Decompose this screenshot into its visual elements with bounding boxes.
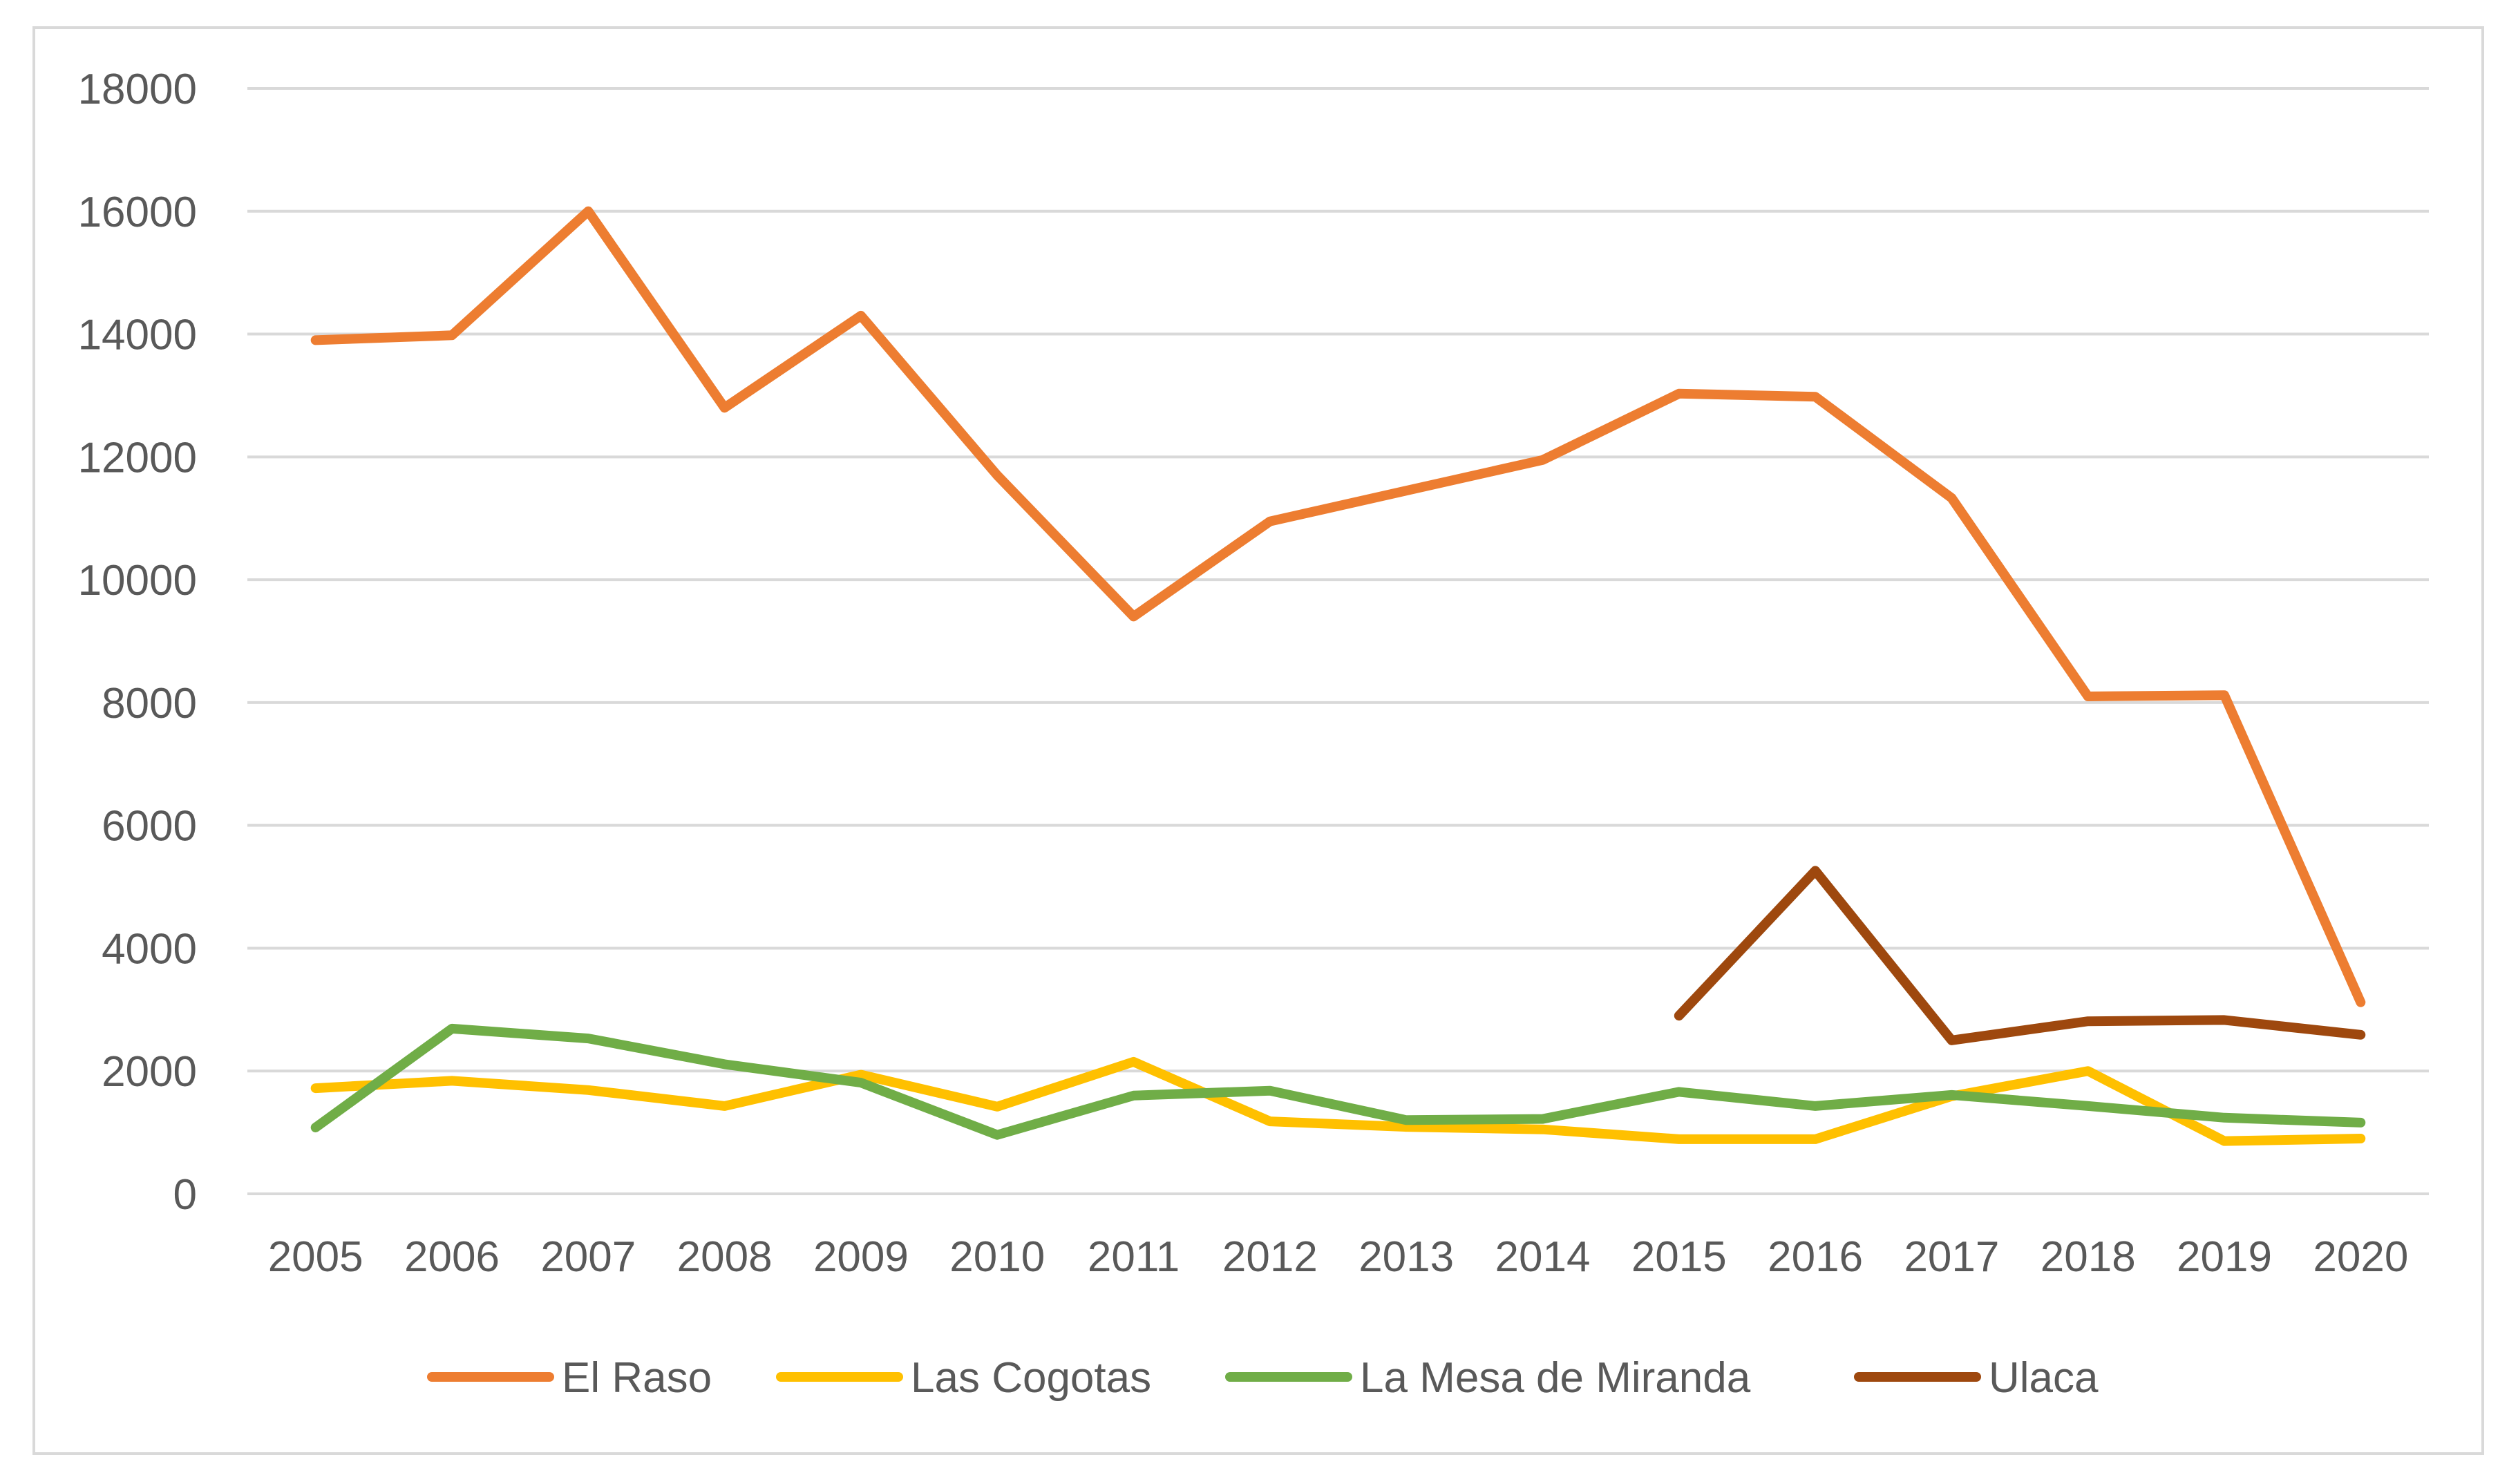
legend-label-la-mesa-de-miranda: La Mesa de Miranda — [1360, 1354, 1751, 1402]
y-tick-label: 4000 — [102, 925, 197, 973]
x-tick-label: 2015 — [1631, 1233, 1727, 1281]
series-line-las-cogotas — [310, 1056, 2366, 1146]
x-tick-label: 2018 — [2041, 1233, 2136, 1281]
legend-label-el-raso: El Raso — [562, 1354, 712, 1402]
x-tick-label: 2005 — [268, 1233, 363, 1281]
x-tick-label: 2017 — [1904, 1233, 1999, 1281]
x-tick-label: 2010 — [949, 1233, 1045, 1281]
series-line-ulaca — [1674, 866, 2366, 1045]
x-tick-label: 2013 — [1359, 1233, 1454, 1281]
y-tick-label: 18000 — [78, 66, 197, 113]
x-tick-label: 2009 — [813, 1233, 909, 1281]
legend-label-las-cogotas: Las Cogotas — [911, 1354, 1151, 1402]
x-tick-label: 2014 — [1495, 1233, 1591, 1281]
y-tick-label: 2000 — [102, 1048, 197, 1096]
chart-frame — [32, 26, 2484, 1455]
legend: El Raso Las Cogotas La Mesa de Miranda Ulac… — [427, 1354, 2099, 1402]
x-tick-label: 2016 — [1768, 1233, 1863, 1281]
y-tick-label: 16000 — [78, 189, 197, 236]
series-lines — [310, 206, 2366, 1146]
series-line-la-mesa-de-miranda — [310, 1023, 2366, 1140]
x-tick-label: 2006 — [404, 1233, 500, 1281]
y-tick-label: 10000 — [78, 557, 197, 605]
x-tick-label: 2019 — [2177, 1233, 2272, 1281]
y-axis-tick-labels: 0 2000 4000 6000 8000 10000 12000 14000 16000 180… — [78, 66, 197, 1219]
gridlines — [247, 87, 2429, 1195]
x-tick-label: 2011 — [1088, 1233, 1180, 1281]
legend-label-ulaca: Ulaca — [1989, 1354, 2099, 1402]
x-tick-label: 2008 — [677, 1233, 773, 1281]
y-tick-label: 6000 — [102, 803, 197, 850]
series-line-el-raso — [310, 206, 2366, 1007]
y-tick-label: 12000 — [78, 434, 197, 482]
x-tick-label: 2007 — [540, 1233, 636, 1281]
x-axis-tick-labels: 2005 2006 2007 2008 2009 2010 2011 2012 2013 2014… — [268, 1233, 2409, 1281]
x-tick-label: 2020 — [2313, 1233, 2408, 1281]
x-tick-label: 2012 — [1222, 1233, 1318, 1281]
y-tick-label: 8000 — [102, 680, 197, 727]
y-tick-label: 14000 — [78, 312, 197, 359]
y-tick-label: 0 — [173, 1171, 197, 1219]
